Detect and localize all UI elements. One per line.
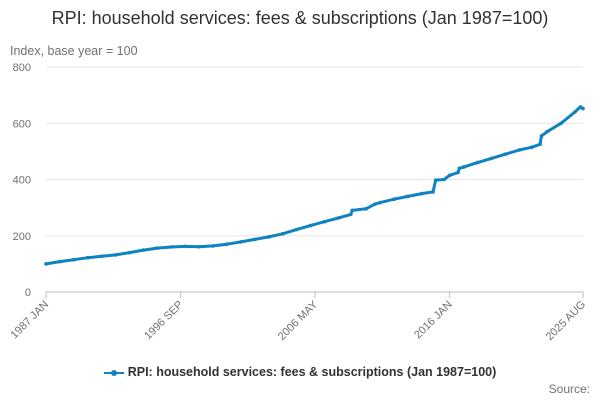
data-point-0-8 — [155, 246, 160, 250]
data-point-0-30 — [431, 190, 435, 194]
data-point-0-4 — [99, 254, 104, 259]
data-point-0-28 — [406, 194, 410, 199]
data-point-0-12 — [211, 244, 215, 248]
data-point-0-0 — [44, 262, 48, 266]
data-point-0-11 — [197, 244, 201, 249]
data-point-0-1 — [58, 259, 62, 264]
data-point-0-35 — [457, 166, 462, 171]
data-point-0-10 — [183, 244, 187, 249]
legend-line-marker-icon — [103, 368, 124, 378]
y-axis-label: Index, base year = 100 — [10, 44, 138, 58]
y-tick-label-0: 0 — [25, 287, 31, 299]
data-point-0-18 — [294, 227, 299, 232]
data-point-0-9 — [169, 245, 174, 249]
data-point-0-27 — [392, 197, 396, 201]
data-point-0-39 — [503, 152, 508, 156]
data-point-0-6 — [127, 250, 132, 255]
y-tick-label-800: 800 — [13, 62, 31, 74]
series-line-0 — [44, 105, 585, 266]
data-point-0-17 — [280, 232, 285, 236]
y-tick-label-200: 200 — [13, 231, 31, 243]
data-point-0-2 — [72, 257, 76, 262]
data-point-0-45 — [559, 121, 563, 126]
x-tick-label-3: 2016 JAN — [412, 299, 455, 342]
data-point-0-41 — [530, 145, 534, 149]
grid — [46, 66, 583, 293]
legend-label: RPI: household services: fees & subscrip… — [127, 365, 497, 379]
data-point-0-38 — [489, 156, 494, 161]
data-point-0-25 — [372, 202, 377, 207]
data-point-0-7 — [141, 248, 146, 252]
data-point-0-13 — [225, 242, 229, 246]
data-point-0-19 — [308, 223, 313, 228]
data-point-0-37 — [475, 160, 480, 165]
source-label: Source: — [548, 382, 590, 396]
x-tick-label-1: 1996 SEP — [142, 299, 186, 343]
y-tick-label-600: 600 — [13, 118, 31, 130]
y-tick-label-400: 400 — [13, 175, 31, 187]
data-point-0-36 — [461, 165, 466, 169]
data-point-0-22 — [349, 212, 353, 217]
data-point-0-40 — [517, 148, 522, 152]
x-tick-labels: 1987 JAN 1996 SEP 2006 MAY 2016 JAN 2025 AUG — [8, 292, 588, 343]
y-tick-labels: 0 200 400 600 800 — [13, 62, 31, 299]
data-point-0-3 — [86, 255, 90, 260]
data-point-0-32 — [442, 177, 446, 182]
series-group — [44, 105, 585, 266]
data-point-0-21 — [336, 216, 341, 220]
data-point-0-23 — [350, 208, 355, 213]
x-tick-label-2: 2006 MAY — [276, 298, 321, 343]
legend[interactable]: RPI: household services: fees & subscrip… — [0, 365, 600, 379]
data-point-0-24 — [364, 207, 368, 211]
data-point-0-33 — [447, 173, 452, 178]
data-point-0-43 — [539, 134, 544, 138]
data-point-0-46 — [573, 110, 577, 114]
chart-title: RPI: household services: fees & subscrip… — [51, 8, 549, 28]
x-tick-label-0: 1987 JAN — [8, 299, 51, 342]
data-point-0-42 — [538, 142, 542, 147]
data-point-0-16 — [266, 235, 271, 239]
data-point-0-34 — [456, 170, 460, 175]
data-point-0-31 — [433, 178, 438, 182]
data-point-0-20 — [322, 219, 327, 224]
data-point-0-5 — [113, 253, 118, 257]
data-point-0-29 — [420, 191, 424, 196]
x-tick-label-4: 2025 AUG — [544, 299, 588, 343]
data-point-0-14 — [239, 240, 243, 244]
data-point-0-15 — [253, 237, 257, 242]
data-point-0-48 — [581, 106, 585, 111]
data-point-0-44 — [545, 129, 549, 134]
data-point-0-26 — [378, 200, 382, 205]
